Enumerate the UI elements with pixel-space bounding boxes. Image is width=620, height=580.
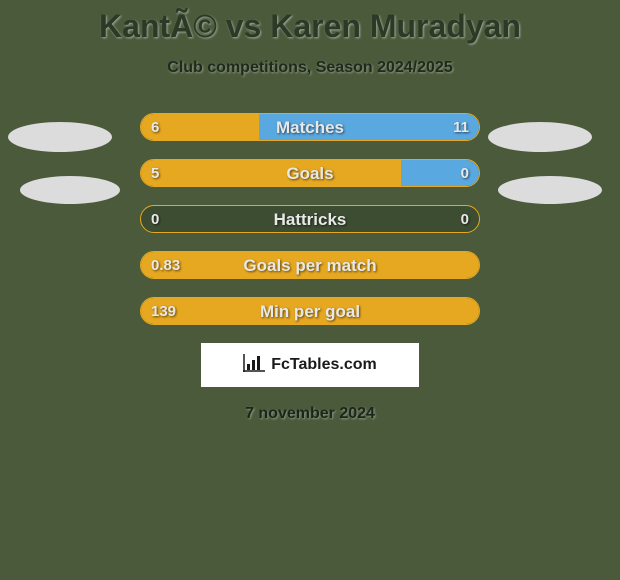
bar-label: Goals xyxy=(141,160,479,187)
bar-value-left: 0.83 xyxy=(151,252,180,279)
logo-badge: FcTables.com xyxy=(201,343,419,387)
bar-label: Matches xyxy=(141,114,479,141)
stat-row: Goals per match0.83 xyxy=(0,251,620,279)
stat-row: Hattricks0 0 xyxy=(0,205,620,233)
stat-row: Goals5 0 xyxy=(0,159,620,187)
bar-value-right: 11 xyxy=(453,114,469,141)
bar-value-left: 5 xyxy=(151,160,159,187)
bar-value-left: 6 xyxy=(151,114,159,141)
page-title: KantÃ© vs Karen Muradyan xyxy=(0,0,620,45)
bar-label: Min per goal xyxy=(141,298,479,325)
bar-track: Min per goal139 xyxy=(140,297,480,325)
bar-track: Hattricks0 0 xyxy=(140,205,480,233)
bar-chart-icon xyxy=(243,354,265,377)
bar-track: Goals per match0.83 xyxy=(140,251,480,279)
bar-value-right: 0 xyxy=(461,206,469,233)
logo-text: FcTables.com xyxy=(271,356,377,374)
bar-track: Matches6 11 xyxy=(140,113,480,141)
bar-label: Goals per match xyxy=(141,252,479,279)
subtitle: Club competitions, Season 2024/2025 xyxy=(0,59,620,77)
stat-row: Matches6 11 xyxy=(0,113,620,141)
stat-row: Min per goal139 xyxy=(0,297,620,325)
bar-track: Goals5 0 xyxy=(140,159,480,187)
bar-value-left: 0 xyxy=(151,206,159,233)
comparison-card: KantÃ© vs Karen Muradyan Club competitio… xyxy=(0,0,620,580)
bar-value-left: 139 xyxy=(151,298,176,325)
bar-value-right: 0 xyxy=(461,160,469,187)
bar-label: Hattricks xyxy=(141,206,479,233)
date-text: 7 november 2024 xyxy=(0,405,620,423)
